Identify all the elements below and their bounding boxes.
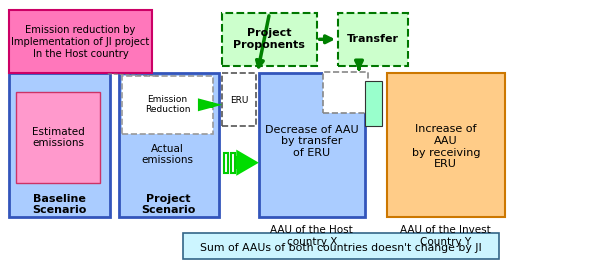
Bar bbox=[236, 156, 238, 169]
Text: Emission reduction by
Implementation of JI project
In the Host country: Emission reduction by Implementation of … bbox=[11, 25, 150, 58]
Text: ERU: ERU bbox=[230, 96, 248, 105]
Bar bbox=[198, 102, 213, 108]
Text: Estimated
emissions: Estimated emissions bbox=[32, 127, 85, 148]
Bar bbox=[224, 153, 228, 172]
Text: Increase of
AAU
by receiving
ERU: Increase of AAU by receiving ERU bbox=[412, 124, 480, 169]
Text: Transfer: Transfer bbox=[347, 34, 400, 44]
Bar bbox=[338, 13, 408, 66]
Polygon shape bbox=[236, 150, 259, 176]
Text: AAU of the Invest
Country Y: AAU of the Invest Country Y bbox=[400, 225, 491, 247]
Bar bbox=[231, 153, 235, 172]
Bar bbox=[16, 92, 100, 183]
Bar bbox=[9, 10, 152, 73]
Text: Baseline
Scenario: Baseline Scenario bbox=[32, 194, 86, 215]
Text: Actual
emissions: Actual emissions bbox=[141, 144, 194, 165]
Bar bbox=[323, 72, 368, 113]
Bar bbox=[122, 76, 213, 134]
Bar bbox=[183, 233, 499, 259]
Text: Decrease of AAU
by transfer
of ERU: Decrease of AAU by transfer of ERU bbox=[265, 125, 359, 158]
Bar bbox=[259, 73, 365, 217]
Text: AAU of the Host
country X: AAU of the Host country X bbox=[270, 225, 353, 247]
Text: Sum of AAUs of both countries doesn't change by JI: Sum of AAUs of both countries doesn't ch… bbox=[200, 243, 482, 253]
Bar bbox=[119, 73, 219, 217]
Text: Emission
Reduction: Emission Reduction bbox=[145, 95, 190, 114]
Bar bbox=[387, 73, 505, 217]
Bar bbox=[9, 73, 110, 217]
Bar bbox=[365, 81, 382, 126]
Bar bbox=[222, 13, 317, 66]
Text: Project
Scenario: Project Scenario bbox=[141, 194, 196, 215]
Bar bbox=[127, 126, 210, 183]
Bar bbox=[222, 73, 256, 126]
Text: Project
Proponents: Project Proponents bbox=[233, 29, 305, 50]
Polygon shape bbox=[198, 98, 222, 111]
